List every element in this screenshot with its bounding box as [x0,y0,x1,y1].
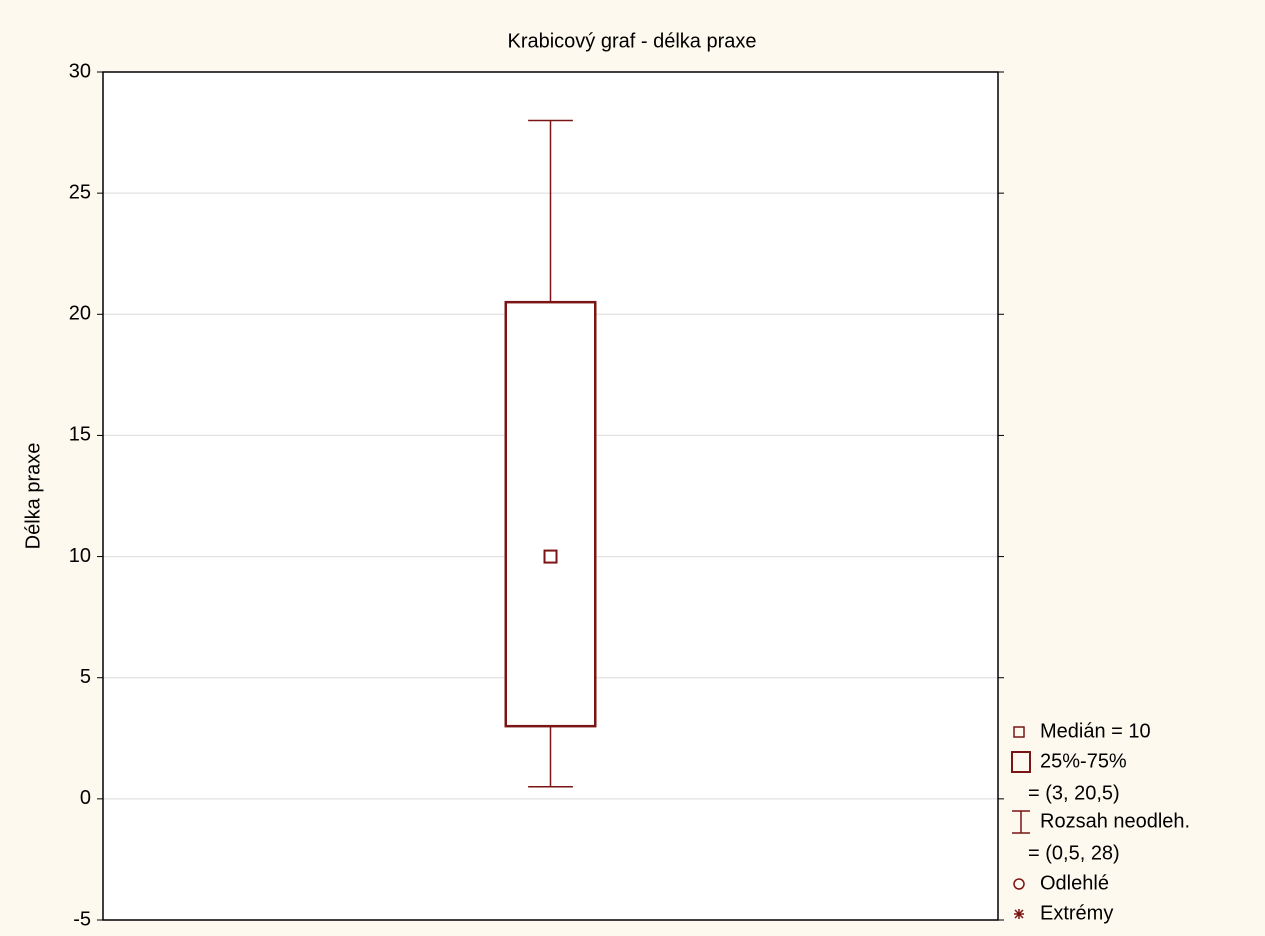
y-axis-label: Délka praxe [22,443,44,550]
legend-label: Rozsah neodleh. [1040,810,1190,832]
legend-label: = (0,5, 28) [1028,842,1120,864]
legend-label: Medián = 10 [1040,720,1151,742]
y-tick-label: 30 [69,60,91,82]
y-tick-label: 5 [80,666,91,688]
y-tick-label: 20 [69,303,91,325]
legend-label: 25%-75% [1040,750,1127,772]
legend-label: Odlehlé [1040,872,1109,894]
legend-icon-box [1011,751,1031,773]
legend-icon-extreme [1014,909,1024,919]
legend-icon-outlier [1013,878,1025,890]
legend-label: Extrémy [1040,902,1113,924]
legend-icon-whisker [1012,810,1030,834]
box [504,300,597,728]
y-tick-label: 25 [69,181,91,203]
y-tick-label: 0 [80,787,91,809]
plot-frame [102,71,999,921]
legend-label: = (3, 20,5) [1028,782,1120,804]
median-marker [543,549,558,564]
y-tick-label: -5 [73,908,91,930]
legend-icon-median [1013,726,1025,738]
y-tick-label: 15 [69,424,91,446]
chart-title: Krabicový graf - délka praxe [507,30,756,52]
y-tick-label: 10 [69,545,91,567]
